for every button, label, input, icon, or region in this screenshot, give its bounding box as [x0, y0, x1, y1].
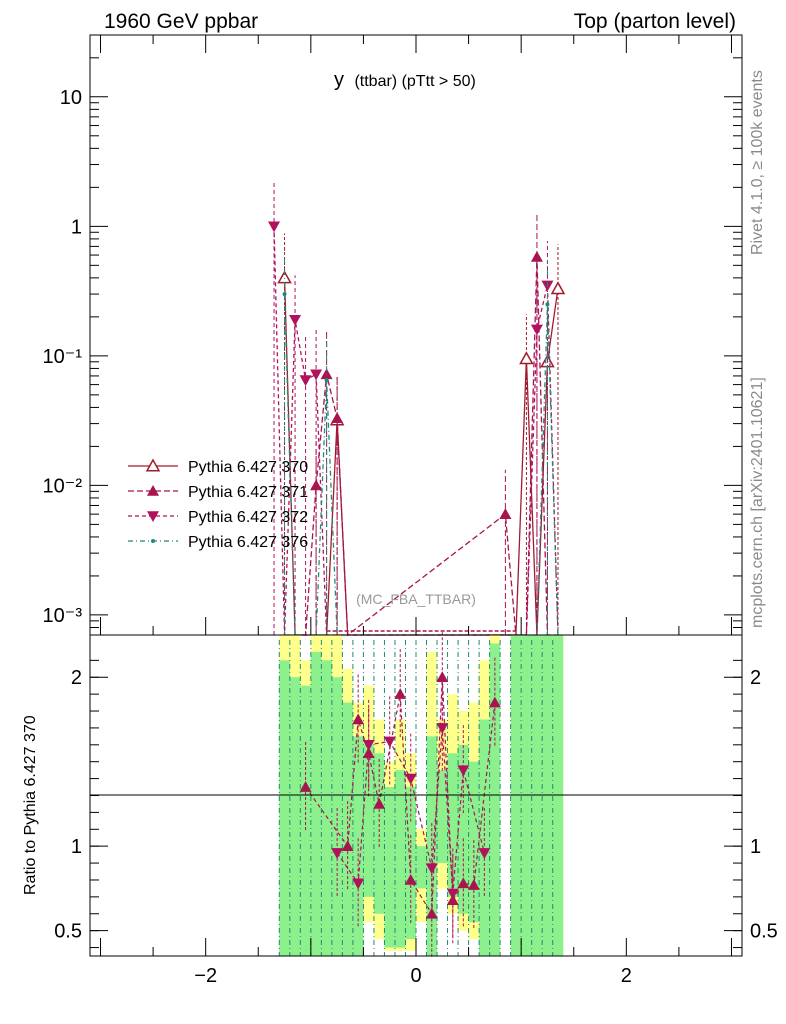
point-s372: [268, 221, 281, 233]
plot-title-main: y: [334, 69, 344, 91]
point-s370: [550, 281, 566, 295]
series-line-s371: [284, 256, 558, 637]
band-bin-green: [437, 770, 448, 864]
point-s371: [499, 508, 512, 519]
point-s376: [282, 292, 287, 297]
ratio-y-tick-label-right: 0.5: [750, 921, 778, 943]
band-bin-green: [405, 787, 416, 940]
ratio-point-s372: [383, 736, 396, 748]
point-s372: [289, 314, 302, 326]
point-s371: [331, 412, 344, 424]
y-tick-label: 10⁻³: [43, 605, 83, 627]
legend-marker-s371: [147, 485, 159, 496]
watermark: (MC_FBA_TTBAR): [356, 591, 476, 607]
point-s376: [324, 378, 329, 383]
band-bin-green: [279, 660, 290, 956]
plot-title: y (ttbar) (pTtt > 50): [334, 69, 476, 91]
ratio-axis: 0.5 0.5 1 1 2 2 −2 0 2: [54, 659, 778, 987]
series-line-s372: [273, 226, 559, 636]
series-line-s376: [283, 294, 559, 636]
legend-marker-s376: [151, 539, 155, 543]
ratio-line-s372: [336, 727, 485, 894]
ratio-point-s371: [457, 877, 470, 889]
point-s372: [530, 324, 543, 336]
point-s372: [299, 375, 312, 387]
band-bin-green: [384, 787, 395, 948]
header-right: Top (parton level): [574, 10, 736, 33]
y-tick-label: 1: [71, 216, 82, 238]
y-tick-label: 10⁻¹: [43, 346, 83, 368]
band-bin-green: [394, 770, 406, 948]
band-bin-green: [479, 719, 490, 956]
plot-title-sub: (ttbar) (pTtt > 50): [354, 73, 475, 90]
legend-marker-s372: [147, 511, 159, 522]
ratio-point-s371: [373, 797, 386, 809]
band-bin-green: [342, 702, 353, 956]
point-s376: [545, 302, 550, 307]
ratio-point-s371: [404, 873, 417, 885]
legend-label-s371: Pythia 6.427 371: [188, 484, 308, 501]
band-bin-green: [310, 651, 322, 956]
rivet-label: Rivet 4.1.0, ≥ 100k events: [749, 70, 766, 255]
band-bin-green: [458, 744, 469, 914]
band-bin-green: [321, 660, 332, 956]
legend-label-s370: Pythia 6.427 370: [188, 459, 308, 476]
band-bin-green: [416, 846, 427, 889]
x-tick-label: 2: [621, 965, 632, 987]
series-line-s370: [283, 277, 559, 636]
legend-label-s372: Pythia 6.427 372: [188, 509, 308, 526]
ratio-y-tick-label: 1: [71, 836, 82, 858]
main-axis: 10⁻³ 10⁻² 10⁻¹ 1 10: [43, 34, 742, 636]
header-left: 1960 GeV ppbar: [104, 10, 258, 33]
band-bin-green: [331, 677, 343, 956]
ratio-point-s372: [457, 765, 470, 777]
band-bin-green: [489, 643, 501, 956]
point-s371: [530, 250, 543, 262]
ratio-y-tick-label: 0.5: [54, 921, 82, 943]
band-bin-green: [426, 736, 438, 956]
ratio-point-s371: [352, 713, 365, 725]
band-bin-green: [363, 744, 374, 897]
ratio-point-s371: [299, 781, 312, 792]
band-bin-green: [300, 685, 311, 956]
ratio-series: [278, 632, 554, 959]
band-bin-green: [447, 753, 459, 897]
point-s370: [519, 351, 534, 365]
main-series: [268, 181, 566, 637]
point-s372: [310, 369, 323, 381]
ratio-point-s371: [436, 671, 449, 683]
mcplots-label: mcplots.cern.ch [arXiv:2401.10621]: [749, 377, 766, 628]
ratio-point-s372: [404, 773, 417, 785]
ratio-point-s372: [331, 848, 344, 859]
ratio-point-s371: [488, 696, 501, 708]
ratio-y-tick-label-right: 1: [750, 836, 761, 858]
ratio-point-s372: [446, 888, 459, 900]
ratio-point-s371: [341, 840, 354, 851]
ratio-point-s372: [352, 878, 365, 890]
ratio-point-s371: [394, 688, 407, 699]
ratio-y-tick-label: 2: [71, 667, 82, 689]
band-bin-green: [373, 753, 385, 914]
point-s371: [320, 368, 333, 380]
ratio-point-s372: [425, 863, 438, 875]
legend-marker-s370: [145, 458, 161, 472]
ratio-point-s371: [467, 879, 480, 890]
ratio-y-tick-label-right: 2: [750, 667, 761, 689]
ratio-ylabel: Ratio to Pythia 6.427 370: [22, 715, 39, 895]
ratio-point-s371: [425, 907, 438, 919]
x-tick-label: −2: [194, 965, 217, 987]
ratio-point-s372: [362, 740, 375, 751]
x-tick-label: 0: [410, 965, 421, 987]
band-bin-green: [289, 677, 301, 956]
ratio-point-s372: [436, 723, 449, 734]
legend: Pythia 6.427 370 Pythia 6.427 371 Pythia 6…: [128, 458, 308, 551]
legend-label-s376: Pythia 6.427 376: [188, 534, 308, 551]
y-tick-label: 10: [60, 87, 82, 109]
ratio-point-s372: [478, 848, 491, 859]
y-tick-label: 10⁻²: [43, 475, 83, 497]
